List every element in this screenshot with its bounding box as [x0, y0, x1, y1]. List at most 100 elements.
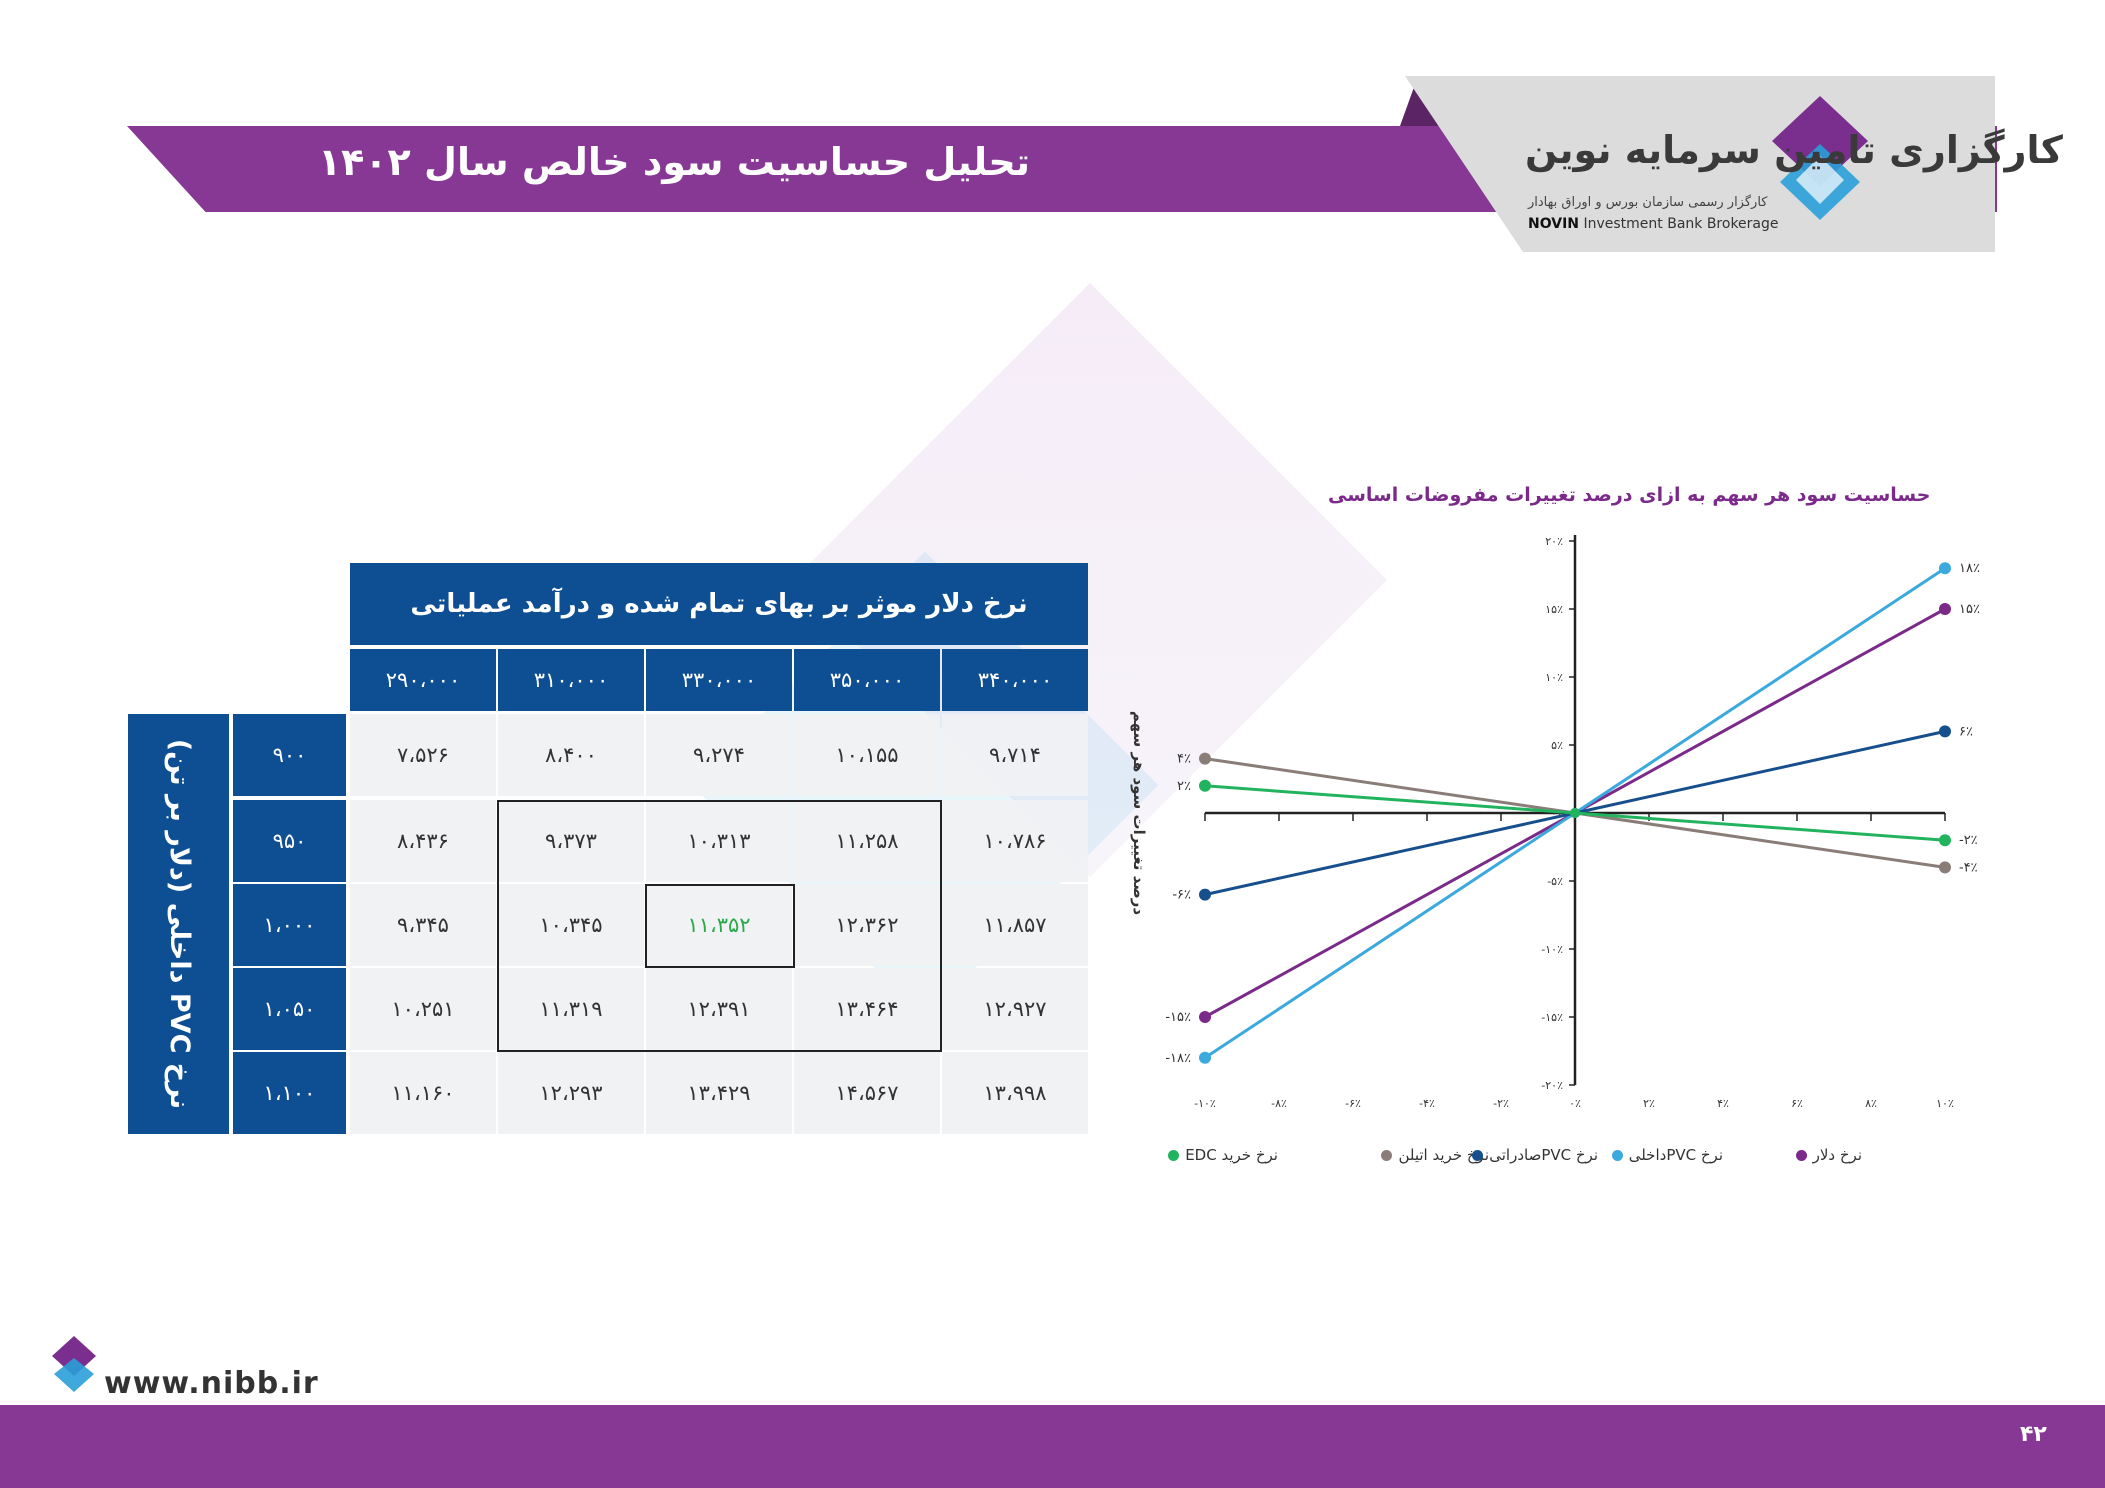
data-label: -۱۵٪: [1165, 1010, 1191, 1025]
table-cell: ۹،۳۴۵: [350, 884, 496, 966]
legend-swatch: [1168, 1149, 1180, 1161]
x-tick-label: -۸٪: [1271, 1097, 1287, 1110]
data-label: -۱۸٪: [1165, 1051, 1191, 1066]
column-header: ۳۳۰،۰۰۰: [646, 649, 792, 711]
legend-label: نرخ خرید EDC: [1185, 1146, 1278, 1164]
data-label: ۱۸٪: [1959, 561, 1980, 576]
x-tick-label: ۸٪: [1865, 1097, 1877, 1110]
legend-label: نرخ خرید اتیلن: [1398, 1146, 1489, 1164]
sensitivity-line-chart: ۲۰٪ ۱۵٪ ۱۰٪ ۵٪ ۰٪ -۵٪ -۱۰٪ -۱۵٪ -۲۰٪ -۱۰٪ -۸٪ -۶٪ -۴…: [1130, 535, 1980, 1110]
table-cell: ۱۰،۷۸۶: [942, 800, 1088, 882]
y-tick-label: -۱۵٪: [1541, 1011, 1563, 1024]
data-point: [1199, 1011, 1211, 1023]
table-cell: ۱۳،۴۲۹: [646, 1052, 792, 1134]
data-label: -۶٪: [1172, 888, 1191, 903]
table-cell: ۱۲،۳۶۲: [794, 884, 940, 966]
table-cell: ۱۰،۳۱۳: [646, 800, 792, 882]
table-cell: ۸،۴۳۶: [350, 800, 496, 882]
column-header: ۳۵۰،۰۰۰: [794, 649, 940, 711]
table-cell: ۱۲،۹۲۷: [942, 968, 1088, 1050]
table-cell: ۱۱،۸۵۷: [942, 884, 1088, 966]
legend-item: نرخ PVCصادراتی: [1458, 1146, 1598, 1164]
logo-english: NOVIN Investment Bank Brokerage: [1528, 216, 1779, 232]
row-header: ۱،۰۰۰: [233, 884, 346, 966]
table-cell: ۱۲،۳۹۱: [646, 968, 792, 1050]
data-point: [1570, 808, 1580, 818]
legend-label: نرخ PVCداخلی: [1628, 1146, 1723, 1164]
row-header: ۱،۰۵۰: [233, 968, 346, 1050]
column-header: ۳۴۰،۰۰۰: [942, 649, 1088, 711]
y-tick-label: -۲۰٪: [1541, 1079, 1563, 1092]
data-point: [1939, 562, 1951, 575]
website-url: www.nibb.ir: [104, 1366, 319, 1401]
x-tick-label: ۴٪: [1717, 1097, 1729, 1110]
page-title: تحلیل حساسیت سود خالص سال ۱۴۰۲: [317, 140, 1030, 184]
data-label: -۴٪: [1959, 860, 1978, 875]
row-header: ۹۵۰: [233, 800, 346, 882]
table-cell: ۹،۷۱۴: [942, 714, 1088, 796]
data-point: [1199, 779, 1211, 792]
row-header: ۱،۱۰۰: [233, 1052, 346, 1134]
table-cell: ۱۳،۹۹۸: [942, 1052, 1088, 1134]
data-label: ۴٪: [1177, 752, 1191, 767]
y-axis-label: درصد تغییرات سود هر سهم: [1130, 711, 1148, 916]
legend-swatch: [1381, 1149, 1393, 1161]
table-cell: ۷،۵۲۶: [350, 714, 496, 796]
table-cell: ۱۴،۵۶۷: [794, 1052, 940, 1134]
table-header: نرخ دلار موثر بر بهای تمام شده و درآمد ع…: [350, 563, 1088, 645]
page-number: ۴۲: [2020, 1422, 2047, 1447]
y-tick-label: ۱۵٪: [1545, 603, 1563, 616]
table-cell: ۸،۴۰۰: [498, 714, 644, 796]
logo-subtitle: کارگزار رسمی سازمان بورس و اوراق بهادار: [1528, 195, 1768, 210]
column-header: ۲۹۰،۰۰۰: [350, 649, 496, 711]
table-cell: ۱۰،۳۴۵: [498, 884, 644, 966]
table-cell: ۱۱،۳۵۲: [646, 884, 792, 966]
legend-label: نرخ PVCصادراتی: [1489, 1146, 1598, 1164]
data-label: ۲٪: [1177, 779, 1191, 794]
table-cell: ۱۳،۴۶۴: [794, 968, 940, 1050]
data-point: [1939, 834, 1951, 847]
table-cell: ۹،۳۷۳: [498, 800, 644, 882]
x-tick-label: -۴٪: [1419, 1097, 1435, 1110]
data-point: [1939, 861, 1951, 874]
x-tick-label: -۲٪: [1493, 1097, 1509, 1110]
row-header: ۹۰۰: [233, 714, 346, 796]
legend-swatch: [1611, 1149, 1623, 1161]
y-tick-label: -۱۰٪: [1541, 943, 1563, 956]
legend-item: نرخ خرید اتیلن: [1349, 1146, 1489, 1164]
logo-english-rest: Investment Bank Brokerage: [1583, 216, 1779, 232]
table-cell: ۹،۲۷۴: [646, 714, 792, 796]
x-tick-label: -۱۰٪: [1194, 1097, 1216, 1110]
data-point: [1939, 725, 1951, 738]
column-header: ۳۱۰،۰۰۰: [498, 649, 644, 711]
table-cell: ۱۰،۲۵۱: [350, 968, 496, 1050]
table-cell: ۱۱،۲۵۸: [794, 800, 940, 882]
table-cell: ۱۲،۲۹۳: [498, 1052, 644, 1134]
table-cell: ۱۰،۱۵۵: [794, 714, 940, 796]
legend-swatch: [1795, 1149, 1807, 1161]
logo-panel: [1405, 76, 1995, 252]
y-tick-label: -۵٪: [1547, 875, 1563, 888]
data-point: [1199, 888, 1211, 901]
logo-name: کارگزاری تامین سرمایه نوین: [1525, 128, 2063, 172]
y-tick-label: ۵٪: [1551, 739, 1563, 752]
x-tick-label: -۶٪: [1345, 1097, 1361, 1110]
footer-band: [0, 1405, 2105, 1488]
legend-item: نرخ PVCداخلی: [1583, 1146, 1723, 1164]
y-tick-label: ۰٪: [1551, 807, 1563, 820]
data-point: [1199, 1051, 1211, 1064]
legend-item: نرخ خرید EDC: [1138, 1146, 1278, 1164]
y-tick-label: ۲۰٪: [1545, 535, 1563, 548]
logo-english-bold: NOVIN: [1528, 216, 1580, 232]
y-tick-label: ۱۰٪: [1545, 671, 1563, 684]
x-tick-label: ۰٪: [1569, 1097, 1581, 1110]
chart-title: حساسیت سود هر سهم به ازای درصد تغییرات م…: [1328, 484, 1931, 506]
data-label: ۱۵٪: [1959, 602, 1980, 617]
x-tick-label: ۲٪: [1643, 1097, 1655, 1110]
novin-logo-icon: [1772, 96, 1868, 220]
data-label: ۶٪: [1959, 724, 1973, 739]
table-cell: ۱۱،۳۱۹: [498, 968, 644, 1050]
x-tick-label: ۱۰٪: [1936, 1097, 1954, 1110]
footer-logo-icon: [52, 1336, 96, 1392]
table-row-axis-header: نرخ PVC داخلی (دلار بر تن): [128, 714, 229, 1134]
